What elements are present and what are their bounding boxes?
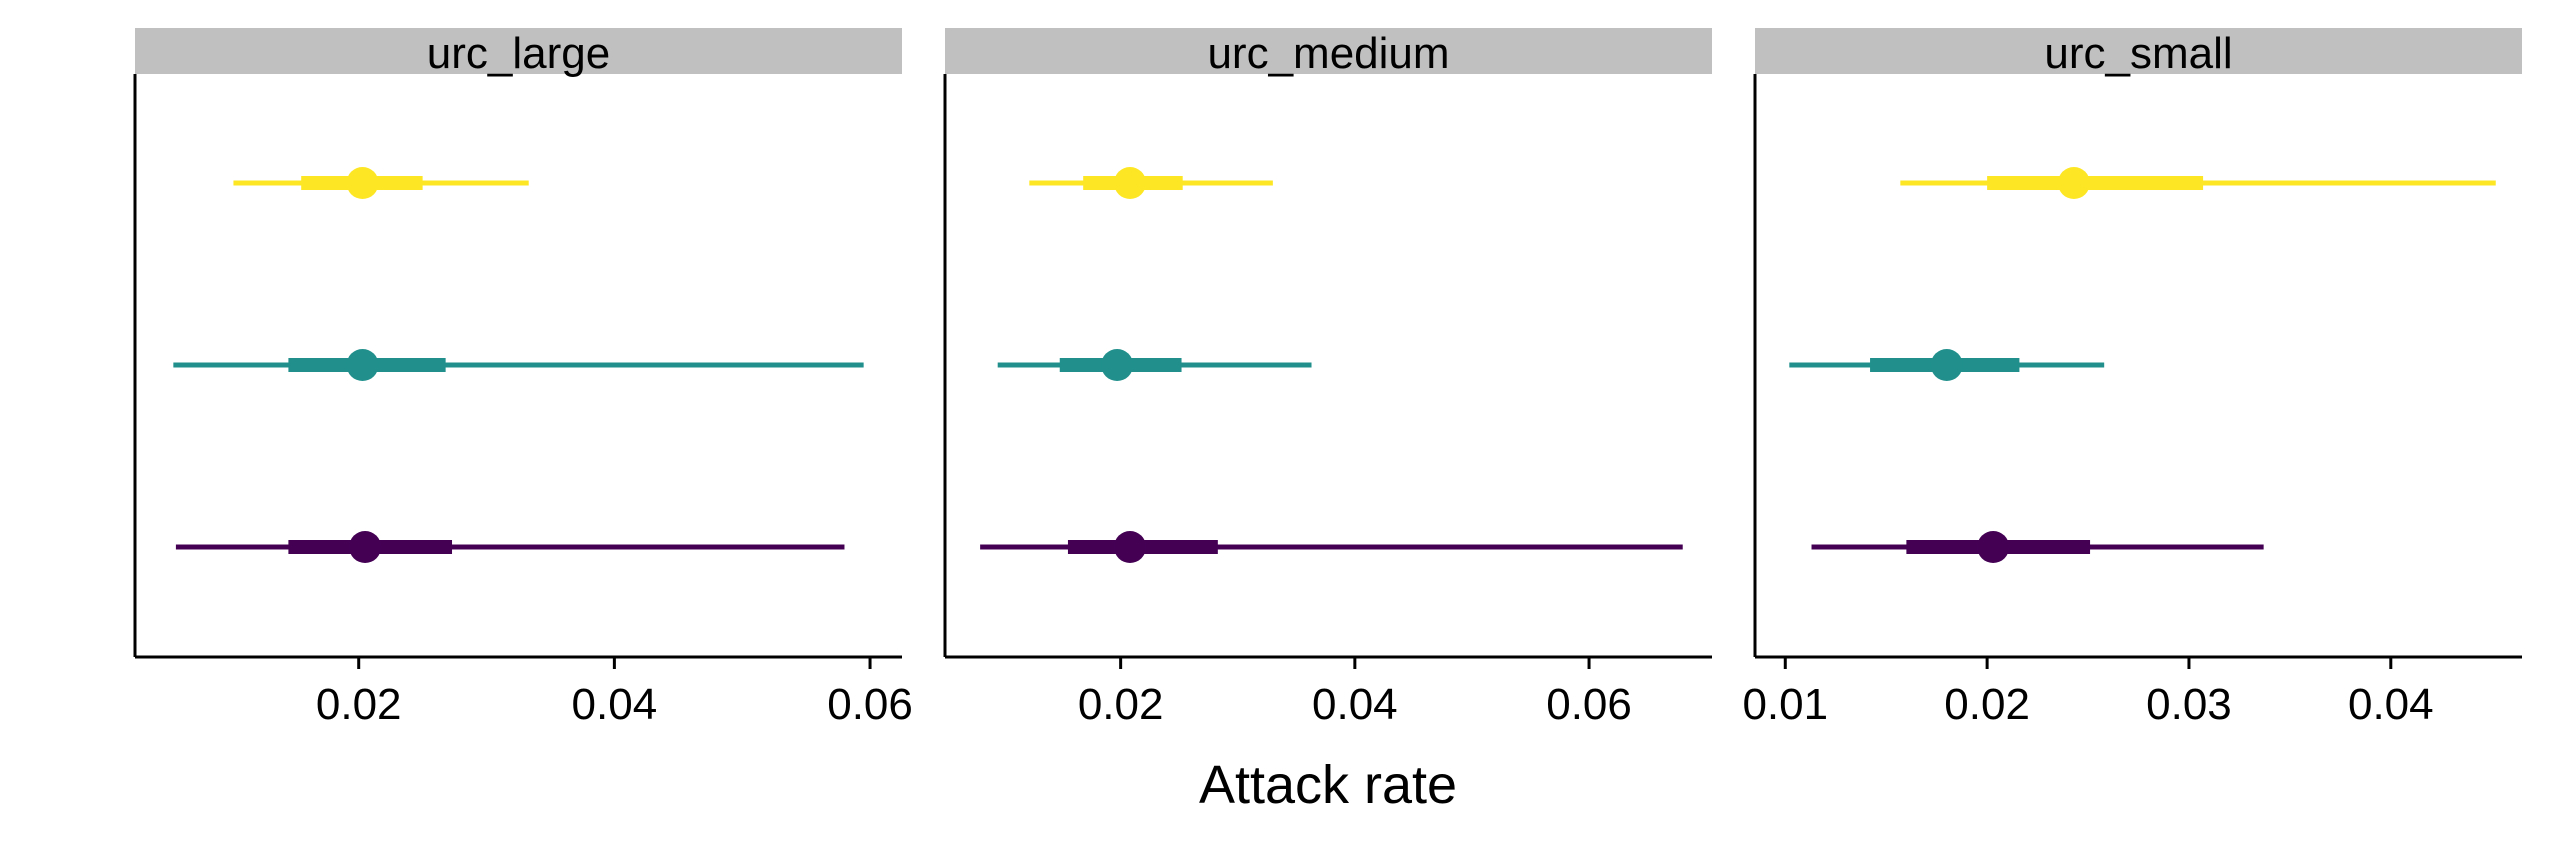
facet-strip xyxy=(1755,28,2522,74)
facet-strip-label: urc_large xyxy=(427,29,610,78)
panel-urc-small: urc_small 0.01 0.02 0.03 0.04 xyxy=(1742,28,2522,729)
x-tick-label: 0.06 xyxy=(827,680,913,729)
x-tick-label: 0.06 xyxy=(1546,680,1632,729)
median-point xyxy=(346,349,379,381)
x-axis-label: Attack rate xyxy=(1199,755,1457,815)
x-tick-label: 0.04 xyxy=(572,680,658,729)
median-point xyxy=(2057,167,2090,199)
median-point xyxy=(346,167,379,199)
median-point xyxy=(1101,349,1134,381)
panels-group: urc_large 0.02 0.04 0.06 urc_medium 0.02 0.04 0… xyxy=(133,28,2522,729)
median-point xyxy=(1930,349,1963,381)
median-point xyxy=(1114,531,1147,563)
facet-strip-label: urc_medium xyxy=(1207,29,1449,78)
facet-strip xyxy=(135,28,902,74)
x-tick-label: 0.03 xyxy=(2146,680,2232,729)
panel-urc-large: urc_large 0.02 0.04 0.06 xyxy=(133,28,913,729)
facet-strip-label: urc_small xyxy=(2044,29,2232,78)
median-point xyxy=(349,531,382,563)
x-tick-label: 0.04 xyxy=(2348,680,2434,729)
x-tick-label: 0.02 xyxy=(316,680,402,729)
x-tick-label: 0.01 xyxy=(1742,680,1828,729)
x-tick-label: 0.04 xyxy=(1312,680,1398,729)
facet-strip xyxy=(945,28,1712,74)
x-tick-label: 0.02 xyxy=(1944,680,2030,729)
panel-urc-medium: urc_medium 0.02 0.04 0.06 xyxy=(943,28,1712,729)
x-tick-label: 0.02 xyxy=(1078,680,1164,729)
median-point xyxy=(1114,167,1147,199)
median-point xyxy=(1977,531,2010,563)
